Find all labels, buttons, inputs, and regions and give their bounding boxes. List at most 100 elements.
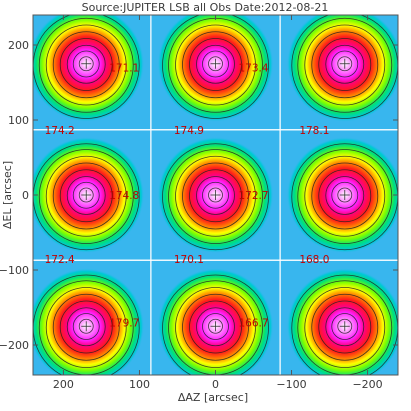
beam-contour (175, 287, 256, 368)
beam-contour (202, 50, 229, 78)
beam-contour (38, 149, 134, 244)
beam-contour (72, 181, 100, 209)
beam-value-label: 172.4 (45, 254, 75, 266)
beam-contour (297, 17, 393, 113)
beam-contour (59, 169, 113, 223)
beam-contour (337, 56, 353, 72)
beam-value-label: 174.2 (45, 125, 75, 137)
beam-contour (189, 300, 242, 354)
y-tick-label: 200 (8, 39, 29, 52)
beam-value-label: 166.7 (238, 318, 268, 330)
beam-contour (304, 24, 386, 106)
beam-2 (157, 15, 274, 122)
beam-contour (304, 155, 386, 237)
beam-contour (311, 293, 379, 361)
beam-contour (196, 44, 235, 84)
beam-contour (72, 313, 100, 340)
beam-contour (304, 287, 386, 368)
beam-contour (162, 143, 269, 251)
beam-contour (202, 313, 229, 340)
beam-contour (72, 50, 100, 78)
beam-value-label: 172.7 (238, 190, 268, 202)
beam-9 (286, 268, 398, 375)
beam-value-label: 168.0 (299, 254, 329, 266)
beam-contour (52, 162, 120, 230)
y-axis-label: ΔEL [arcsec] (1, 161, 14, 229)
beam-contour (311, 162, 379, 230)
beam-contour (202, 181, 229, 209)
beam-contour (168, 149, 263, 244)
beam-contour (208, 318, 223, 334)
beam-contour (208, 56, 223, 72)
beam-3 (286, 15, 398, 122)
beam-value-label: 171.1 (109, 63, 139, 75)
beam-contour (45, 155, 127, 237)
beam-contour (325, 176, 365, 215)
beam-contour (318, 38, 372, 91)
beam-contour (59, 38, 113, 91)
x-tick-label: 0 (212, 378, 219, 391)
beam-contour (45, 287, 127, 368)
beam-contour (66, 44, 106, 84)
beam-contour (66, 307, 106, 347)
beam-value-label: 178.1 (299, 125, 329, 137)
beam-contour (208, 187, 223, 203)
beam-1 (33, 15, 145, 122)
beam-contour (297, 149, 393, 244)
beam-fill (286, 15, 398, 122)
beam-contour (78, 187, 94, 203)
beam-value-label: 170.1 (174, 254, 204, 266)
chart-title: Source:JUPITER LSB all Obs Date:2012-08-… (82, 1, 329, 14)
beam-contour (318, 169, 372, 223)
beam-layer (33, 15, 398, 375)
beam-contour (189, 169, 242, 223)
x-tick-label: 100 (129, 378, 150, 391)
beam-contour (325, 307, 365, 347)
annotation-layer: 171.1 173.4 174.2 174.9 178.1 174.8 172.7 172.4… (45, 63, 330, 330)
beam-contour (331, 313, 359, 340)
beam-value-label: 174.8 (109, 190, 139, 202)
beam-8 (157, 268, 274, 375)
beam-contour (59, 300, 113, 354)
beam-contour (182, 31, 249, 99)
beam-contour (331, 50, 359, 78)
x-tick-label: −100 (276, 378, 306, 391)
beam-value-label: 179.7 (109, 318, 139, 330)
beam-contour (38, 17, 134, 113)
beam-contour (45, 24, 127, 106)
y-tick-label: 100 (8, 114, 29, 127)
beam-value-label: 174.9 (174, 125, 204, 137)
beam-contour (189, 38, 242, 91)
beam-contour (162, 15, 269, 119)
beam-6 (286, 137, 398, 253)
beam-contour (196, 307, 235, 347)
beam-fill (33, 15, 145, 122)
beam-contour (331, 181, 359, 209)
beam-contour (311, 31, 379, 99)
beam-contour (182, 162, 249, 230)
panel-dividers (33, 15, 398, 375)
beam-contour (52, 293, 120, 361)
beam-contour (78, 318, 94, 334)
beam-5 (157, 137, 274, 253)
x-tick-label: −200 (352, 378, 382, 391)
beam-contour (66, 176, 106, 215)
beam-contour (196, 176, 235, 215)
beam-contour (182, 293, 249, 361)
beam-contour (175, 155, 256, 237)
x-axis-label: ΔAZ [arcsec] (178, 391, 248, 404)
beam-contour (78, 56, 94, 72)
beam-contour (52, 31, 120, 99)
y-tick-label: 0 (22, 189, 29, 202)
axis-ticks: 200 100 0 −100 −200 200 100 0 −100 −200 (0, 15, 398, 391)
beam-contour (325, 44, 365, 84)
y-tick-label: −100 (0, 264, 29, 277)
x-tick-label: 200 (53, 378, 74, 391)
beam-contour (162, 274, 269, 375)
beam-value-label: 173.4 (238, 63, 268, 75)
beam-contour (175, 24, 256, 106)
y-tick-label: −200 (0, 339, 29, 352)
beam-contour (337, 187, 353, 203)
beam-contour (318, 300, 372, 354)
